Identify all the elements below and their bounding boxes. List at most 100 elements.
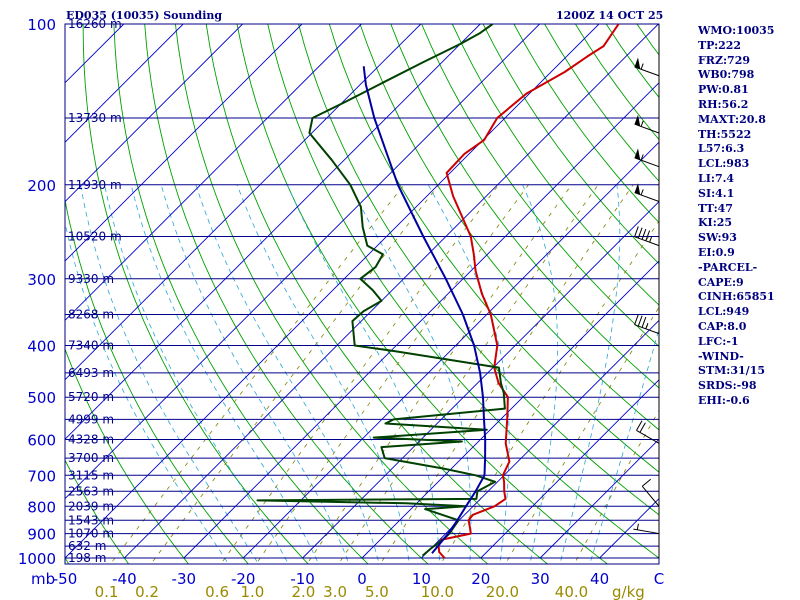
sounding-profiles	[256, 24, 620, 559]
stat-item: RH:56.2	[698, 97, 749, 111]
stat-item: KI:25	[698, 216, 733, 230]
moist-adiabat-line	[104, 184, 289, 564]
mixing-ratio-tick-label: 40.0	[555, 583, 588, 600]
moist-adiabat-line	[130, 184, 320, 564]
moist-adiabat-line	[589, 327, 659, 564]
isotherm-line	[302, 200, 659, 559]
height-label: 5720 m	[68, 390, 114, 404]
dry-adiabat-line	[82, 24, 309, 564]
parcel-path	[362, 66, 487, 554]
wind-barb	[634, 57, 660, 77]
wind-barb	[634, 114, 660, 134]
wind-barb-half-flag	[649, 236, 653, 243]
isotherm-line	[539, 438, 659, 559]
wind-barb-half-flag	[640, 63, 644, 70]
wind-barb-flag	[634, 314, 639, 325]
chart-datetime: 1200Z 14 OCT 25	[556, 9, 664, 22]
height-label: 6493 m	[68, 366, 114, 380]
dry-adiabat-line	[65, 557, 70, 564]
height-label: 7340 m	[68, 339, 114, 353]
sounding-indices: WMO:10035 TP:222 FRZ:729 WB0:798 PW:0.81 RH:5…	[698, 24, 775, 409]
temperature-tick-label: -50	[53, 570, 78, 588]
wind-barb	[633, 523, 660, 535]
pressure-tick-label: 200	[27, 177, 56, 195]
temperature-tick-label: 20	[471, 570, 490, 588]
mixing-ratio-line	[338, 184, 599, 564]
mixing-ratio-line	[220, 184, 499, 564]
isotherm-line	[124, 24, 659, 559]
mixing-ratio-line	[504, 306, 659, 564]
moist-adiabat-line	[195, 184, 380, 564]
stat-item: LCL:949	[698, 305, 750, 319]
dry-adiabat-line	[65, 459, 130, 564]
dry-adiabat-line	[267, 24, 659, 559]
stat-item: LFC:-1	[698, 334, 739, 348]
dry-adiabat-line	[390, 24, 659, 389]
moist-adiabat-line	[559, 184, 621, 564]
mixing-ratio-tick-label: 1.0	[240, 583, 264, 600]
temperature-tick-label: 40	[590, 570, 609, 588]
wind-barbs	[633, 24, 660, 558]
wind-barb-pennant	[634, 57, 641, 69]
moist-adiabat-line	[522, 184, 558, 564]
stat-item: CAP:8.0	[698, 319, 747, 333]
temperature-tick-label: 0	[357, 570, 367, 588]
mixing-ratio-tick-label: 0.2	[135, 583, 159, 600]
dry-adiabat-line	[298, 24, 659, 516]
isotherm-line	[361, 260, 659, 559]
moist-adiabat-line	[160, 184, 350, 564]
wind-barb-pennant	[634, 183, 641, 195]
wind-barb-flag	[637, 227, 643, 239]
moist-adiabat-line	[65, 220, 229, 564]
background-grid	[65, 24, 659, 564]
pressure-axis-unit: mb	[31, 570, 55, 588]
height-label: 632 m	[68, 539, 106, 553]
dry-adiabat-line	[482, 24, 659, 265]
isotherm-line	[65, 24, 184, 143]
pressure-tick-label: 700	[27, 467, 56, 485]
stat-item: LCL:983	[698, 157, 750, 171]
mixing-ratio-tick-label: 5.0	[365, 583, 389, 600]
mixing-ratio-tick-label: 3.0	[323, 583, 347, 600]
wind-barb-staff	[634, 66, 660, 77]
stat-item: MAXT:20.8	[698, 112, 766, 126]
mixing-ratio-line	[440, 220, 659, 564]
pressure-tick-label: 100	[27, 16, 56, 34]
pressure-tick-label: 500	[27, 389, 56, 407]
temperature-tick-label: -40	[112, 570, 137, 588]
stat-item: -PARCEL-	[698, 260, 758, 274]
pressure-tick-label: 1000	[18, 550, 56, 568]
dry-adiabat-line	[113, 24, 369, 564]
temperature-tick-label: 30	[531, 570, 550, 588]
mixing-ratio-line	[379, 184, 634, 564]
wind-barb-half-flag	[640, 120, 644, 127]
height-label: 1543 m	[68, 513, 114, 527]
pressure-tick-label: 300	[27, 271, 56, 289]
mixing-ratio-tick-label: 0.6	[205, 583, 229, 600]
height-label: 2039 m	[68, 499, 114, 513]
mixing-ratio-line	[150, 184, 440, 564]
height-label: 1070 m	[68, 527, 114, 541]
stat-item: SI:4.1	[698, 186, 735, 200]
stat-item: WMO:10035	[698, 24, 775, 37]
isotherm-line	[480, 379, 659, 559]
stat-item: TH:5522	[698, 127, 752, 141]
isotherm-line	[242, 141, 659, 559]
wind-barb-flag	[641, 228, 647, 240]
moist-adiabat-line	[236, 184, 410, 564]
isotherm-line	[65, 24, 362, 322]
mixing-ratio-tick-label: 10.0	[421, 583, 454, 600]
stat-item: WB0:798	[698, 68, 755, 82]
dry-adiabat-line	[65, 347, 190, 564]
stat-item: CAPE:9	[698, 275, 744, 289]
dry-adiabat-line	[421, 24, 659, 348]
mixing-ratio-line	[109, 184, 405, 564]
wind-barb-staff	[641, 485, 660, 507]
stat-item: LI:7.4	[698, 171, 735, 185]
wind-barb-pennant	[634, 114, 641, 127]
wind-barb-flag	[636, 420, 643, 431]
mixing-ratio-tick-label: 0.1	[95, 583, 119, 600]
wind-barb	[634, 314, 660, 335]
wind-barb	[634, 183, 660, 202]
